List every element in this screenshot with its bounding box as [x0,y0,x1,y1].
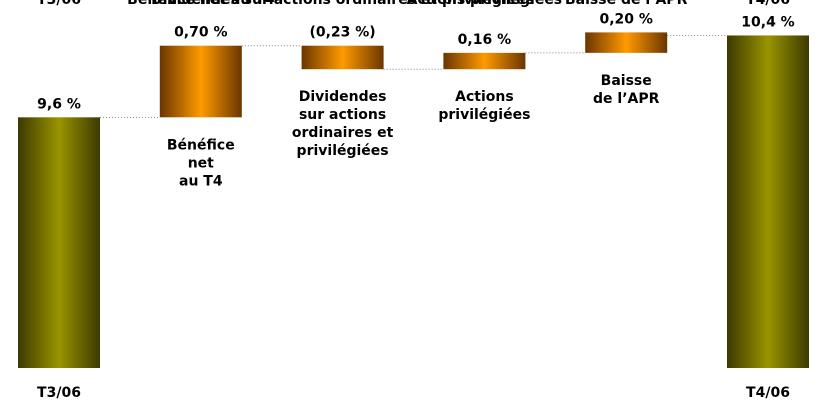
value-label: 0,16 % [458,32,511,48]
value-label: 0,20 % [599,11,652,27]
bar [18,117,100,368]
bar [443,52,526,70]
value-label: 10,4 % [741,14,794,30]
bar [585,32,668,53]
value-label: 0,70 % [174,25,227,41]
bar [727,35,809,368]
value-label: 9,6 % [37,96,81,112]
value-label: (0,23 %) [309,25,375,41]
bar [159,45,242,118]
bar [301,45,384,70]
